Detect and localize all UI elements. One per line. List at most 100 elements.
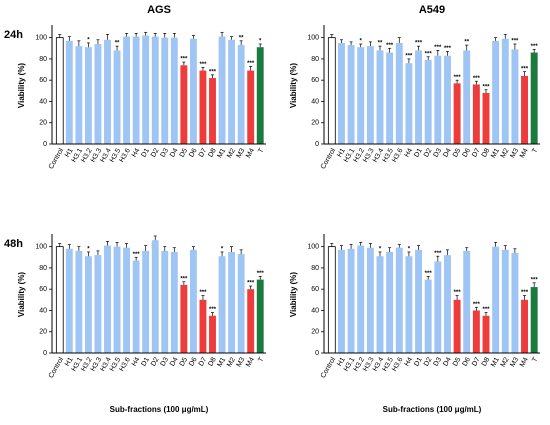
- y-tick-label: 80: [39, 265, 47, 272]
- row-label: 48h: [4, 238, 23, 250]
- x-tick-label: D6: [188, 356, 199, 367]
- x-tick-label: M3: [236, 356, 247, 368]
- bar: [492, 246, 500, 353]
- bar: [132, 260, 140, 353]
- y-tick-label: 60: [311, 286, 319, 293]
- bar: [123, 36, 131, 145]
- significance: ***: [199, 290, 207, 296]
- y-tick-label: 20: [311, 120, 319, 127]
- bar: [376, 50, 384, 144]
- bar: [189, 38, 197, 145]
- x-tick-label: D4: [169, 356, 180, 367]
- significance: ***: [434, 45, 442, 51]
- x-tick-label: M1: [490, 147, 501, 159]
- y-tick-label: 80: [39, 56, 47, 63]
- bar: [228, 251, 236, 353]
- bar: [75, 250, 83, 353]
- bar: [218, 36, 226, 145]
- bar: [347, 248, 355, 353]
- significance: *: [379, 247, 382, 253]
- bar: [55, 246, 64, 354]
- bar: [237, 45, 245, 144]
- bar: [237, 254, 245, 353]
- x-tick-label: D8: [481, 356, 492, 367]
- significance: ***: [425, 51, 433, 57]
- x-tick-label: D6: [462, 147, 473, 158]
- x-tick-label: H1: [336, 356, 347, 367]
- bar: [132, 36, 140, 145]
- bar: [492, 40, 500, 145]
- significance: ***: [454, 75, 462, 81]
- significance: ***: [444, 46, 452, 52]
- x-tick-label: D5: [179, 356, 190, 367]
- y-tick-label: 40: [311, 307, 319, 314]
- y-tick-label: 20: [39, 120, 47, 127]
- x-tick-label: D1: [413, 356, 424, 367]
- significance: ***: [405, 53, 413, 59]
- bar: [75, 46, 83, 144]
- significance: ***: [133, 252, 141, 258]
- bar: [55, 37, 64, 145]
- bar: [415, 50, 423, 144]
- x-tick-label: Control: [48, 147, 66, 170]
- x-tick-label: D1: [140, 147, 151, 158]
- x-tick-label: M2: [500, 356, 511, 368]
- y-axis-label: Viability (%): [17, 63, 26, 109]
- y-tick-label: 100: [35, 34, 47, 41]
- row-label: 24h: [4, 29, 23, 41]
- x-tick-label: D2: [423, 356, 434, 367]
- bar: [357, 47, 365, 144]
- bar: [472, 84, 480, 144]
- significance: **: [464, 40, 469, 46]
- bar: [218, 256, 226, 353]
- bar: [209, 315, 216, 353]
- bar: [376, 256, 384, 353]
- y-tick-label: 80: [311, 56, 319, 63]
- x-tick-label: T: [531, 356, 540, 364]
- x-tick-label: H1: [64, 147, 75, 158]
- x-tick-label: M1: [216, 147, 227, 159]
- bar: [170, 37, 178, 144]
- x-tick-label: T: [531, 147, 540, 155]
- bar: [482, 92, 490, 144]
- x-tick-label: M4: [245, 147, 256, 159]
- x-tick-label: Control: [320, 147, 338, 170]
- significance: ***: [511, 39, 519, 45]
- significance: ***: [473, 76, 481, 82]
- bar: [65, 248, 73, 353]
- x-tick-label: D4: [169, 147, 180, 158]
- significance: *: [87, 247, 90, 253]
- x-tick-label: M1: [490, 356, 501, 368]
- x-tick-label: M2: [226, 147, 237, 159]
- x-axis-label: Sub-fractions (100 μg/mL): [110, 405, 209, 414]
- y-tick-label: 0: [43, 141, 47, 148]
- x-tick-label: H4: [404, 147, 415, 158]
- bar: [395, 42, 403, 144]
- x-tick-label: D8: [207, 356, 218, 367]
- bar: [434, 55, 442, 144]
- bar: [434, 261, 442, 353]
- bar: [161, 250, 169, 353]
- bar: [247, 289, 255, 353]
- x-tick-label: D8: [481, 147, 492, 158]
- x-tick-label: D3: [160, 356, 171, 367]
- x-tick-label: M3: [509, 356, 520, 368]
- bar: [511, 49, 519, 144]
- bar: [521, 299, 529, 353]
- bar: [142, 250, 150, 353]
- significance: *: [221, 247, 224, 253]
- significance: ***: [482, 307, 490, 313]
- bar: [104, 245, 111, 353]
- bar: [123, 247, 131, 353]
- bar: [84, 47, 92, 144]
- significance: ***: [209, 69, 217, 75]
- y-tick-label: 0: [315, 350, 319, 357]
- bar: [521, 75, 529, 144]
- bar: [395, 247, 403, 353]
- x-tick-label: D3: [160, 147, 171, 158]
- x-tick-label: M4: [245, 356, 256, 368]
- x-tick-label: D7: [198, 147, 209, 158]
- significance: ***: [521, 290, 529, 296]
- x-tick-label: H4: [131, 147, 142, 158]
- bar: [104, 39, 111, 144]
